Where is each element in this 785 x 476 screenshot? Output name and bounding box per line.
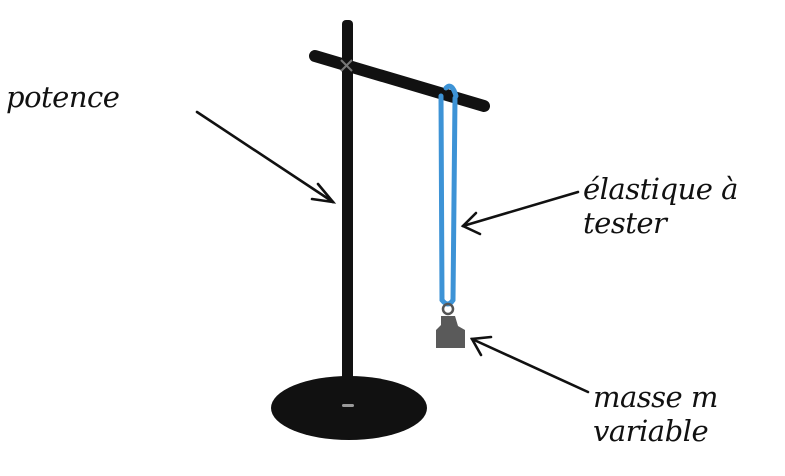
label-masse: masse m variable bbox=[593, 380, 718, 448]
joint-mark bbox=[340, 59, 353, 72]
arrow-masse bbox=[469, 335, 590, 394]
label-elastique: élastique à tester bbox=[583, 172, 738, 240]
stand-base bbox=[271, 376, 427, 440]
arrow-potence bbox=[195, 110, 337, 204]
label-masse-line1: masse m bbox=[593, 380, 718, 414]
label-potence: potence bbox=[6, 80, 120, 114]
arrow-elastique bbox=[460, 190, 580, 236]
base-highlight bbox=[342, 404, 354, 407]
mass-weight bbox=[436, 316, 465, 348]
label-elastique-line1: élastique à bbox=[583, 172, 738, 206]
elastic-band bbox=[438, 83, 459, 307]
label-elastique-line2: tester bbox=[583, 206, 667, 240]
hook bbox=[441, 302, 455, 316]
label-masse-line2: variable bbox=[593, 414, 709, 448]
stand-crossbar bbox=[309, 50, 490, 112]
stand-pole bbox=[342, 20, 353, 380]
